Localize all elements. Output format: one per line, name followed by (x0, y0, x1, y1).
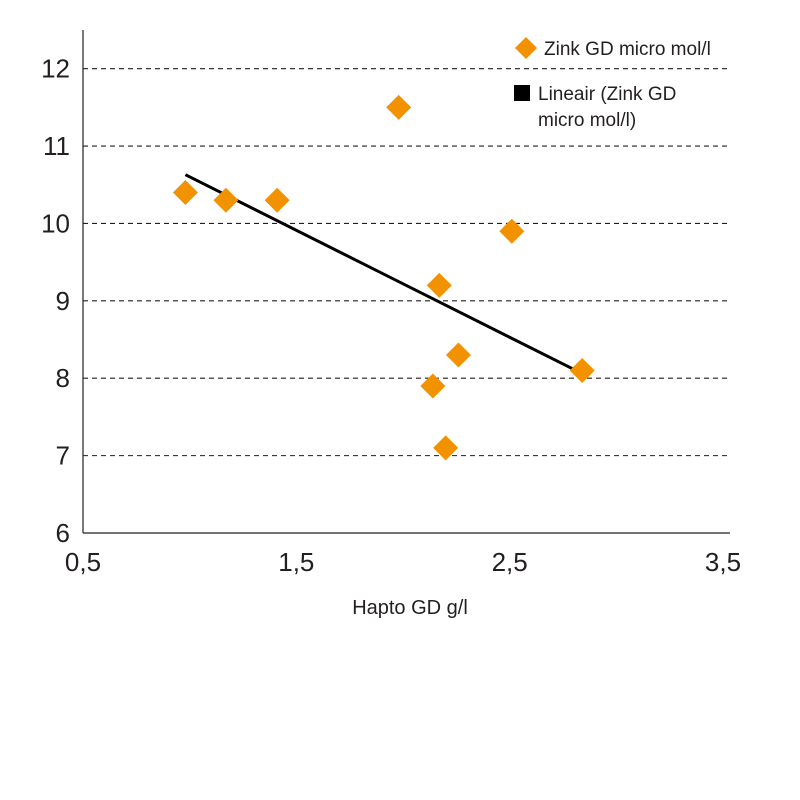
y-tick-label: 8 (56, 363, 70, 393)
data-point-diamond (386, 94, 412, 120)
y-tick-label: 6 (56, 518, 70, 548)
data-point-diamond (499, 218, 525, 244)
y-tick-labels: 6 7 8 9 10 11 12 (41, 54, 70, 548)
data-point-diamond (445, 342, 471, 368)
data-point-diamond (264, 187, 290, 213)
legend-marker-diamond (515, 37, 537, 59)
x-axis-title: Hapto GD g/l (352, 597, 468, 619)
y-tick-label: 12 (41, 54, 70, 84)
y-tick-label: 7 (56, 441, 70, 471)
x-tick-label: 1,5 (278, 547, 314, 577)
trendline-series (184, 173, 583, 375)
axes (82, 30, 730, 534)
y-tick-label: 10 (41, 208, 70, 238)
data-point-diamond (213, 187, 239, 213)
x-tick-label: 0,5 (65, 547, 101, 577)
x-tick-label: 2,5 (492, 547, 528, 577)
scatter-series (172, 94, 595, 461)
legend-label-lineair-line1: Lineair (Zink GD (538, 84, 676, 105)
y-tick-label: 9 (56, 286, 70, 316)
data-point-diamond (569, 357, 595, 383)
trendline (184, 173, 583, 375)
legend: Zink GD micro mol/l Lineair (Zink GD mic… (514, 37, 711, 131)
data-point-diamond (420, 373, 446, 399)
data-point-diamond (172, 180, 198, 206)
x-tick-labels: 0,5 1,5 2,5 3,5 (65, 547, 741, 577)
legend-label-lineair-line2: micro mol/l) (538, 110, 636, 131)
legend-marker-line (514, 85, 530, 101)
legend-label-zink: Zink GD micro mol/l (544, 39, 711, 60)
x-tick-label: 3,5 (705, 547, 741, 577)
y-tick-label: 11 (43, 131, 70, 161)
data-point-diamond (433, 435, 459, 461)
data-point-diamond (426, 272, 452, 298)
